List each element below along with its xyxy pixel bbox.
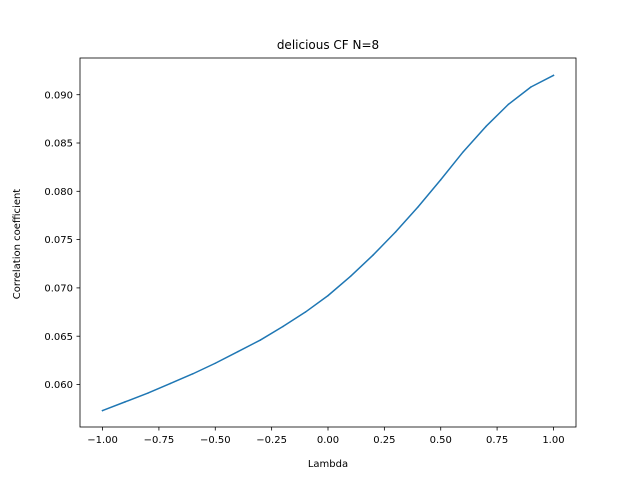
data-point [349,275,352,278]
y-tick-label: 0.060 [44,380,73,391]
y-tick-label: 0.080 [44,187,73,198]
data-point [507,103,510,106]
data-point [327,294,329,297]
data-point [237,350,239,353]
data-point [191,373,194,375]
data-point [282,325,284,328]
x-tick-label: 0.75 [486,435,508,446]
data-point [304,311,307,313]
data-point [394,231,397,233]
data-point [530,86,532,88]
data-point [485,125,487,128]
plot-area: −1.00 −0.75 −0.50 −0.25 0.00 0.25 0.50 0.75 1.00… [44,57,577,446]
x-tick-label: 0.50 [430,435,452,446]
x-tick-label: −0.25 [256,435,287,446]
x-tick-label: −0.75 [144,435,175,446]
x-tick-label: 0.25 [373,435,395,446]
y-tick-label: 0.090 [44,90,73,101]
chart-title: delicious CF N=8 [277,38,379,52]
data-point [146,392,149,394]
data-point [372,254,374,256]
x-tick-label: 0.00 [317,435,339,446]
data-point [214,362,217,364]
y-tick-label: 0.065 [44,332,73,343]
data-point [552,74,555,77]
x-tick-label: −0.50 [200,435,231,446]
data-point [439,178,442,181]
x-axis-label: Lambda [308,459,348,470]
y-tick-label: 0.070 [44,284,73,295]
y-tick-label: 0.075 [44,235,73,246]
data-point [169,382,171,385]
data-point [462,150,465,153]
data-point [417,206,419,208]
data-point [101,409,104,412]
data-point [259,339,262,341]
x-tick-label: 1.00 [542,435,564,446]
x-tick-label: −1.00 [87,435,118,446]
y-tick-label: 0.085 [44,139,73,150]
data-point [124,401,126,403]
y-axis-label: Correlation coefficient [12,189,23,300]
